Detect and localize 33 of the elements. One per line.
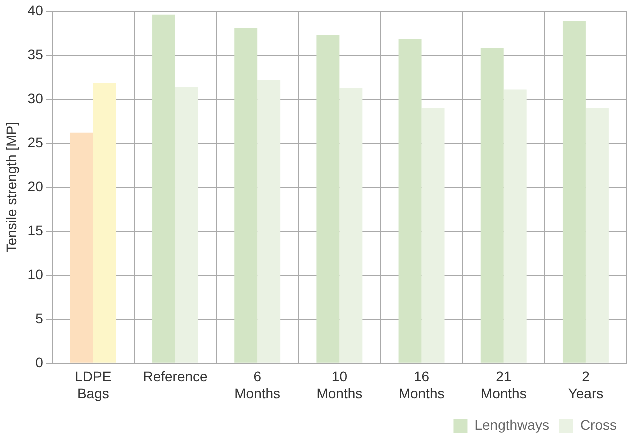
y-tick-label: 10	[28, 266, 44, 282]
bar	[93, 84, 116, 363]
y-tick-label: 5	[36, 310, 44, 326]
y-tick-label: 0	[36, 354, 44, 370]
legend-label: Lengthways	[474, 416, 550, 433]
bar	[234, 28, 258, 363]
x-tick-label: 10 Months	[316, 368, 363, 402]
bar	[176, 87, 198, 363]
y-tick-label: 20	[28, 178, 44, 194]
bar	[398, 40, 422, 363]
bar	[504, 90, 527, 363]
bar	[258, 80, 281, 363]
x-tick-label: 21 Months	[480, 368, 527, 402]
bar	[562, 21, 586, 363]
x-tick-label: 6 Months	[234, 368, 281, 402]
bar	[70, 132, 94, 363]
bar	[316, 35, 340, 363]
bar	[152, 14, 176, 363]
y-tick-label: 40	[28, 2, 44, 18]
bar	[480, 48, 504, 363]
y-tick-label: 25	[28, 134, 44, 150]
y-tick-label: 35	[28, 46, 44, 62]
x-tick-label: LDPE Bags	[75, 368, 112, 402]
bar	[422, 108, 445, 363]
y-tick-label: 15	[28, 222, 44, 238]
y-tick-label: 30	[28, 90, 44, 106]
x-tick-label: 2 Years	[568, 368, 604, 402]
legend-label: Cross	[580, 416, 618, 433]
x-tick-label: 16 Months	[398, 368, 445, 402]
x-tick-label: Reference	[143, 368, 208, 385]
bar	[340, 88, 363, 363]
y-axis-title: Tensile strength [MP]	[3, 122, 20, 253]
bar	[586, 108, 609, 363]
